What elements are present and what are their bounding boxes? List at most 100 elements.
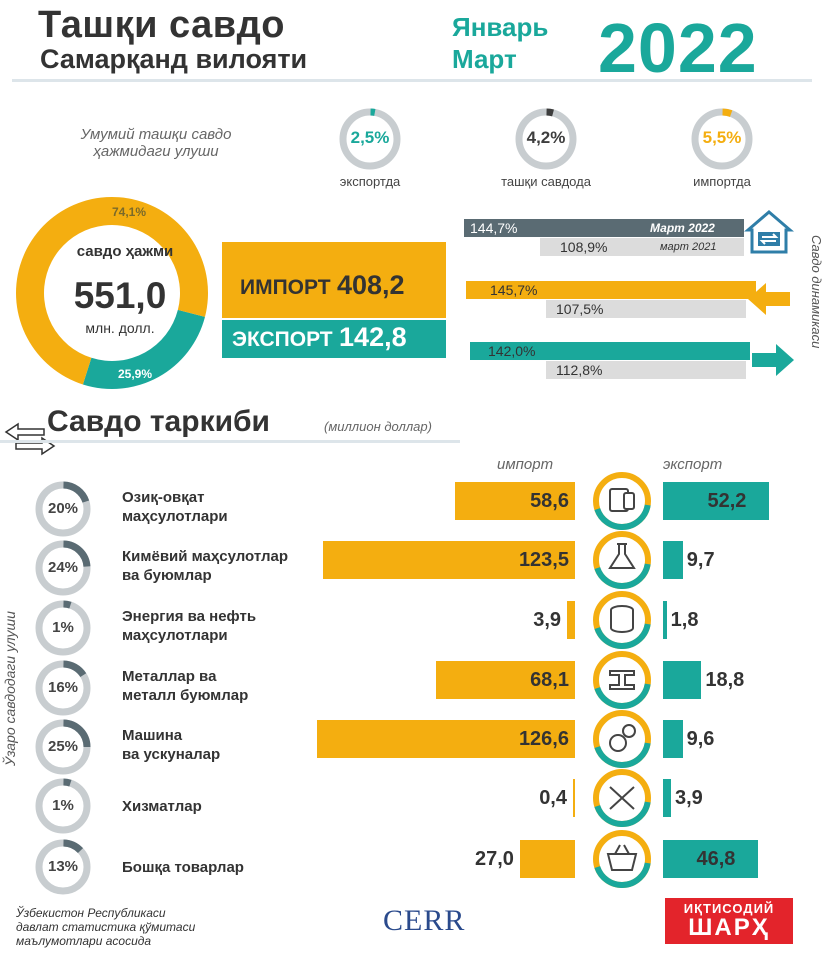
category-label-line: ва буюмлар xyxy=(122,567,212,584)
structure-title: Савдо таркиби xyxy=(47,405,270,438)
import-value: 0,4 xyxy=(539,787,567,809)
period-year: 2022 xyxy=(598,9,758,87)
brand-line-1: ИҚТИСОДИЙ xyxy=(683,901,775,916)
basket-icon xyxy=(588,830,656,888)
import-bar xyxy=(573,779,575,817)
page-title: Ташқи савдо xyxy=(38,4,285,46)
mutual-share-value: 16% xyxy=(47,679,79,696)
mutual-share-ring: 13% xyxy=(34,838,92,896)
import-share-label: 74,1% xyxy=(112,205,147,219)
import-column-head: импорт xyxy=(497,456,554,473)
export-total: ЭКСПОРТ 142,8 xyxy=(232,322,407,353)
import-bar xyxy=(567,601,575,639)
mutual-share-ring: 1% xyxy=(34,777,92,835)
export-total-label: ЭКСПОРТ xyxy=(232,328,333,351)
export-bar xyxy=(663,661,702,699)
mutual-share-value: 1% xyxy=(52,797,74,814)
share-caption: Умумий ташқи савдо ҳажмидаги улуши xyxy=(80,126,232,160)
export-value: 3,9 xyxy=(674,787,703,809)
mutual-share-ring: 20% xyxy=(34,480,92,538)
mutual-share-value: 1% xyxy=(52,619,74,636)
share-ring-value: 2,5% xyxy=(350,128,390,147)
mutual-share-segment xyxy=(63,719,91,748)
dyn-row2-current-bar xyxy=(466,281,756,299)
chemistry-flask-icon xyxy=(588,531,656,589)
import-share-segment xyxy=(16,197,208,385)
mutual-share-segment xyxy=(63,839,84,854)
dyn-row2-previous-bar xyxy=(546,300,746,318)
category-label-line: металл буюмлар xyxy=(122,687,249,704)
import-bar xyxy=(436,661,575,699)
import-value: 68,1 xyxy=(530,669,569,691)
dyn-row3-previous-bar xyxy=(546,361,746,379)
export-bar xyxy=(663,720,683,758)
export-bar xyxy=(663,840,759,878)
export-value: 18,8 xyxy=(705,669,745,691)
export-value: 1,8 xyxy=(670,609,699,631)
export-bar xyxy=(663,601,667,639)
export-arrow-icon xyxy=(752,344,794,376)
share-ring-segment xyxy=(546,108,554,117)
import-total-band xyxy=(222,242,446,318)
category-label-line: Машина xyxy=(122,727,183,744)
category-label-line: ва ускуналар xyxy=(122,746,221,763)
header-divider xyxy=(12,79,812,82)
export-bar xyxy=(663,779,671,817)
brand-logo: ИҚТИСОДИЙ ШАРҲ xyxy=(665,898,793,944)
period-end: Март xyxy=(452,44,517,74)
mutual-share-segment xyxy=(63,540,91,567)
category-label: Кимёвий маҳсулотлар ва буюмлар xyxy=(122,547,332,585)
import-value: 126,6 xyxy=(518,728,569,750)
dyn-row3-current-bar xyxy=(470,342,750,360)
export-total-band xyxy=(222,320,446,358)
mutual-share-segment xyxy=(63,600,72,609)
category-label-line: Металлар ва xyxy=(122,668,217,685)
import-total: ИМПОРТ 408,2 xyxy=(240,270,405,301)
cerr-logo: CERR xyxy=(383,904,466,937)
category-label-line: Энергия ва нефть xyxy=(122,608,257,625)
dyn-row1-previous-caption: март 2021 xyxy=(660,241,717,253)
mutual-share-segment xyxy=(63,660,87,678)
import-bar xyxy=(455,482,575,520)
share-ring-1: 2,5% xyxy=(338,107,402,171)
import-value: 3,9 xyxy=(533,609,562,631)
category-label: Машина ва ускуналар xyxy=(122,726,332,764)
export-bar xyxy=(663,541,683,579)
export-bar xyxy=(663,482,770,520)
dyn-row1-current: 144,7% xyxy=(470,220,518,236)
export-value: 9,6 xyxy=(686,728,715,750)
share-ring-3: 5,5% xyxy=(690,107,754,171)
import-bar xyxy=(316,720,575,758)
import-total-label: ИМПОРТ xyxy=(240,276,331,299)
dynamics-side-label: Савдо динамикаси xyxy=(809,235,824,349)
dyn-row2-previous: 107,5% xyxy=(556,301,604,317)
donut-total: 551,0 xyxy=(73,275,167,316)
mutual-share-ring: 16% xyxy=(34,659,92,717)
export-value: 9,7 xyxy=(686,549,715,571)
mutual-share-segment xyxy=(63,778,72,787)
mutual-share-value: 20% xyxy=(47,500,79,517)
category-label: Хизматлар xyxy=(122,797,332,816)
trade-volume-donut xyxy=(16,197,208,389)
export-value: 46,8 xyxy=(696,848,736,870)
mutual-share-segment xyxy=(63,481,90,503)
donut-unit: млн. долл. xyxy=(85,320,155,336)
import-bar xyxy=(519,840,575,878)
share-ring-2: 4,2% xyxy=(514,107,578,171)
source-line-3: маълумотлари асосида xyxy=(16,934,152,948)
category-label: Энергия ва нефть маҳсулотлари xyxy=(122,607,332,645)
category-label-line: маҳсулотлари xyxy=(122,627,228,644)
share-ring-value: 4,2% xyxy=(526,128,566,147)
steel-beam-icon xyxy=(588,651,656,709)
mutual-share-ring: 24% xyxy=(34,539,92,597)
share-ring-label: ташқи савдода xyxy=(501,174,591,189)
dyn-row1-current-caption: Март 2022 xyxy=(650,221,715,235)
dyn-row1-current-bar xyxy=(464,219,744,237)
import-value: 27,0 xyxy=(474,848,514,870)
tools-icon xyxy=(588,769,656,827)
section-divider xyxy=(0,440,460,443)
mutual-share-ring: 25% xyxy=(34,718,92,776)
import-total-value: 408,2 xyxy=(336,270,405,300)
export-column-head: экспорт xyxy=(663,456,723,473)
category-label: Озиқ-овқат маҳсулотлари xyxy=(122,488,332,526)
